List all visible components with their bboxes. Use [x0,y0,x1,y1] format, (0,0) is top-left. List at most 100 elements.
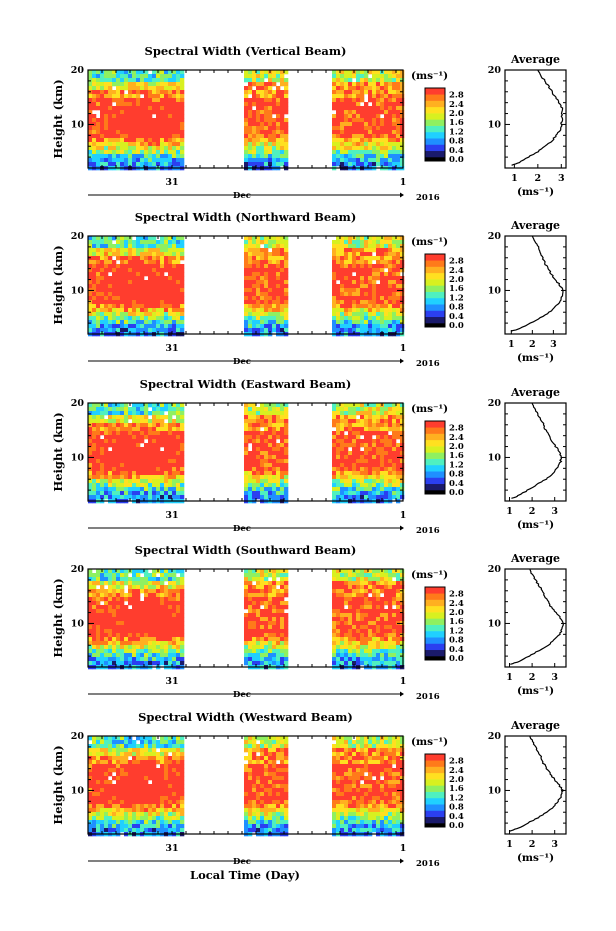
heatmap-cell [180,423,185,428]
heatmap-cell [132,122,137,127]
heatmap-cell [148,491,153,496]
heatmap-cell [280,483,285,488]
heatmap-cell [172,304,177,309]
heatmap-cell [396,130,401,135]
heatmap-cell [396,427,401,432]
heatmap-cell [352,158,357,163]
heatmap-cell [392,479,397,484]
heatmap-cell [152,284,157,289]
heatmap-cell [124,74,129,79]
heatmap-cell [168,637,173,642]
heatmap-cell [260,443,265,448]
heatmap-cell [388,451,393,456]
heatmap-cell [168,284,173,289]
heatmap-cell [148,459,153,464]
heatmap-cell [124,439,129,444]
heatmap-cell [96,324,101,329]
heatmap-cell [144,126,149,131]
heatmap-cell [180,597,185,602]
heatmap-cell [100,593,105,598]
heatmap-cell [104,649,109,654]
heatmap-cell [96,292,101,297]
heatmap-cell [180,236,185,241]
heatmap-cell [356,260,361,265]
heatmap-cell [388,312,393,317]
heatmap-cell [116,419,121,424]
heatmap-cell [120,657,125,662]
heatmap-cell [100,443,105,448]
heatmap-cell [384,138,389,143]
heatmap-cell [348,70,353,75]
heatmap-cell [168,593,173,598]
heatmap-cell [276,316,281,321]
heatmap-cell [392,90,397,95]
heatmap-cell [164,641,169,646]
heatmap-cell [244,645,249,650]
heatmap-cell [260,597,265,602]
heatmap-cell [92,276,97,281]
heatmap-cell [268,435,273,440]
heatmap-cell [108,455,113,460]
heatmap-cell [336,244,341,249]
heatmap-cell [88,324,93,329]
heatmap-cell [264,312,269,317]
colorbar-swatch [425,254,445,261]
heatmap-cell [272,328,277,333]
heatmap-cell [268,491,273,496]
heatmap-cell [156,130,161,135]
heatmap-cell [332,316,337,321]
heatmap-cell [136,487,141,492]
heatmap-cell [336,419,341,424]
heatmap-cell [112,495,117,500]
heatmap-cell [136,581,141,586]
heatmap-cell [168,106,173,111]
heatmap-cell [344,272,349,277]
heatmap-cell [152,300,157,305]
heatmap-cell [260,304,265,309]
heatmap-cell [384,272,389,277]
heatmap-cell [248,657,253,662]
heatmap-cell [340,122,345,127]
colorbar-swatch [425,150,445,158]
heatmap-cell [168,439,173,444]
heatmap-cell [268,138,273,143]
heatmap-cell [176,82,181,87]
heatmap-cell [368,324,373,329]
heatmap-cell [256,581,261,586]
heatmap-cell [284,260,289,265]
heatmap-cell [132,130,137,135]
heatmap-cell [152,308,157,313]
heatmap-cell [100,585,105,590]
heatmap-cell [124,328,129,333]
heatmap-cell [392,471,397,476]
heatmap-cell [108,573,113,578]
heatmap-cell [132,653,137,658]
heatmap-cell [260,495,265,500]
colorbar-swatch [425,113,445,120]
heatmap-cell [108,423,113,428]
heatmap-cell [344,463,349,468]
heatmap-cell [252,495,257,500]
heatmap-cell [400,138,405,143]
colorbar-tick-label: 0.0 [449,488,464,498]
heatmap-cell [280,407,285,412]
heatmap-cell [248,284,253,289]
heatmap-cell [140,304,145,309]
heatmap-cell [344,475,349,480]
heatmap-cell [252,70,257,75]
heatmap-cell [256,431,261,436]
heatmap-cell [140,284,145,289]
heatmap-cell [264,495,269,500]
heatmap-cell [144,431,149,436]
heatmap-cell [168,162,173,167]
heatmap-cell [128,158,133,163]
heatmap-cell [100,657,105,662]
heatmap-cell [144,427,149,432]
heatmap-cell [376,304,381,309]
heatmap-cell [132,90,137,95]
heatmap-cell [148,621,153,626]
heatmap-cell [116,324,121,329]
heatmap-cell [256,316,261,321]
heatmap-cell [380,411,385,416]
heatmap-cell [352,475,357,480]
